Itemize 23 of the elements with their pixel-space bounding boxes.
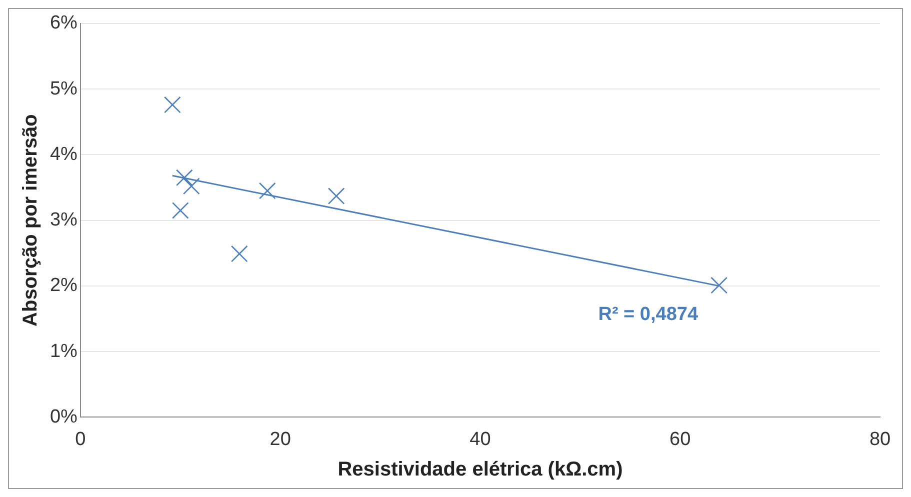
annotation: R² = 0,4874: [598, 304, 698, 326]
y-tick-label: 3%: [50, 210, 78, 231]
point: [182, 178, 200, 195]
y-tick-label: 1%: [50, 340, 78, 362]
point: [710, 276, 728, 294]
x-tick-label: 60: [670, 428, 691, 450]
point: [258, 182, 276, 200]
y-tick-label: 4%: [50, 144, 78, 165]
point: [172, 202, 189, 219]
x-tick-label: 80: [869, 428, 891, 450]
x-tick-label: 0: [75, 428, 86, 450]
x-tick-label: 20: [270, 428, 291, 450]
y-axis-title: Absorção por imersão: [20, 114, 42, 326]
y-tick-label: 2%: [50, 275, 78, 296]
point: [230, 245, 248, 262]
x-tick-label: 40: [470, 428, 491, 450]
y-tick-label: 0%: [50, 406, 78, 428]
point: [176, 169, 193, 186]
y-tick-label: 6%: [50, 12, 78, 34]
point: [164, 96, 181, 114]
x-axis-title: Resistividade elétrica (kΩ.cm): [338, 458, 623, 481]
point: [328, 188, 345, 204]
y-tick-label: 5%: [50, 78, 78, 100]
